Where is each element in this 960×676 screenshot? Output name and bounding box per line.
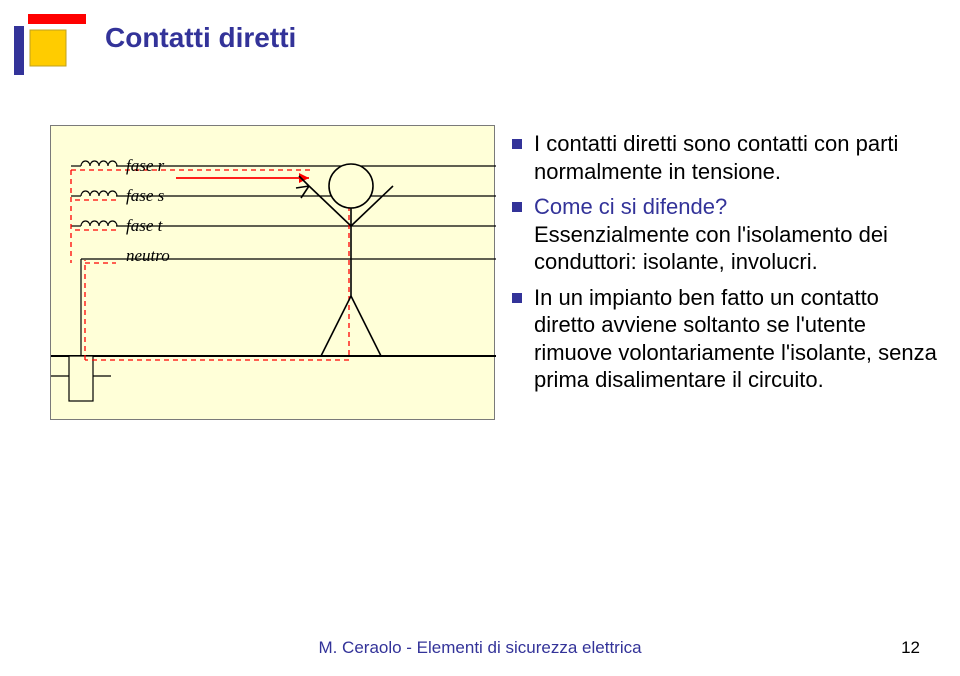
bullet-text: I contatti diretti sono contatti con par… [534,131,898,184]
page-title: Contatti diretti [105,22,296,54]
page-number: 12 [901,638,920,658]
bullet-item: Come ci si difende? Essenzialmente con l'… [510,193,940,276]
label-fase-s: fase s [126,186,164,206]
bullet-question: Come ci si difende? [534,194,727,219]
bullet-list: I contatti diretti sono contatti con par… [510,130,940,402]
bullet-text: In un impianto ben fatto un contatto dir… [534,285,937,393]
label-neutro: neutro [126,246,170,266]
bullet-text: Essenzialmente con l'isolamento dei cond… [534,222,888,275]
footer-text: M. Ceraolo - Elementi di sicurezza elett… [0,638,960,658]
diagram-panel: fase r fase s fase t neutro [50,125,495,420]
label-fase-t: fase t [126,216,162,236]
logo-graphic [10,10,95,75]
label-fase-r: fase r [126,156,164,176]
bullet-item: I contatti diretti sono contatti con par… [510,130,940,185]
bullet-item: In un impianto ben fatto un contatto dir… [510,284,940,394]
